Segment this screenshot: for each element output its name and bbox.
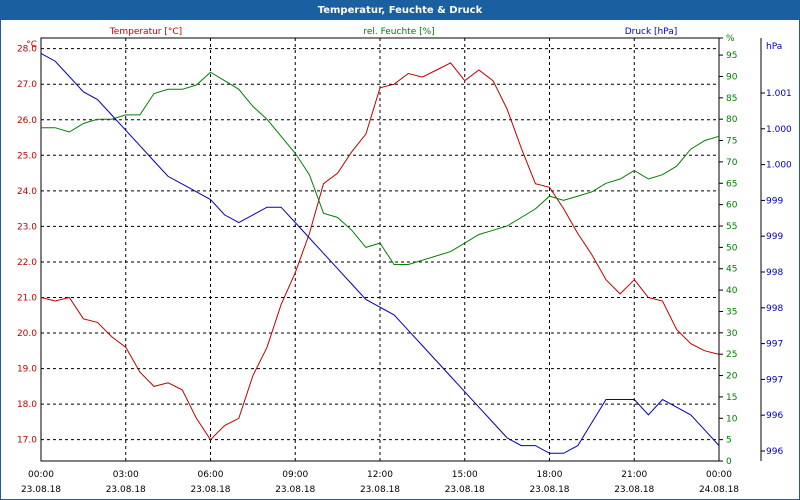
humidity-tick-label: 20	[726, 372, 738, 382]
temperature-tick-label: 26.0	[17, 116, 37, 126]
humidity-tick-label: 65	[726, 179, 737, 189]
x-tick-date: 23.08.18	[190, 485, 230, 495]
x-tick-time: 00:00	[706, 470, 732, 480]
temperature-tick-label: 19.0	[17, 365, 37, 375]
x-tick-time: 18:00	[537, 470, 563, 480]
humidity-tick-label: 80	[726, 115, 738, 125]
temperature-tick-label: 20.0	[17, 329, 37, 339]
pressure-tick-label: 1.000	[766, 161, 792, 171]
humidity-tick-label: 5	[726, 436, 732, 446]
humidity-tick-label: 45	[726, 265, 737, 275]
temperature-tick-label: 17.0	[17, 436, 37, 446]
x-tick-time: 12:00	[367, 470, 393, 480]
x-tick-date: 24.08.18	[699, 485, 739, 495]
humidity-tick-label: 35	[726, 307, 737, 317]
x-tick-time: 06:00	[198, 470, 224, 480]
humidity-tick-label: 60	[726, 201, 738, 211]
x-tick-date: 23.08.18	[445, 485, 485, 495]
pressure-tick-label: 996	[766, 447, 783, 457]
legend-pressure: Druck [hPa]	[625, 27, 678, 37]
legend-humidity: rel. Feuchte [%]	[363, 27, 434, 37]
pressure-tick-label: 998	[766, 268, 783, 278]
temperature-tick-label: 27.0	[17, 80, 37, 90]
temperature-tick-label: 28.0	[17, 45, 37, 55]
humidity-tick-label: 15	[726, 393, 737, 403]
humidity-tick-label: 95	[726, 51, 737, 61]
humidity-tick-label: 40	[726, 286, 738, 296]
humidity-tick-label: 25	[726, 350, 737, 360]
temperature-tick-label: 21.0	[17, 293, 37, 303]
pressure-tick-label: 998	[766, 304, 783, 314]
x-tick-time: 15:00	[452, 470, 478, 480]
temperature-tick-label: 24.0	[17, 187, 37, 197]
temperature-tick-label: 23.0	[17, 222, 37, 232]
humidity-tick-label: 55	[726, 222, 737, 232]
temperature-tick-label: 25.0	[17, 151, 37, 161]
x-tick-time: 21:00	[621, 470, 647, 480]
temperature-unit-label: °C	[26, 40, 37, 50]
humidity-tick-label: %	[726, 34, 735, 44]
pressure-tick-label: 996	[766, 411, 783, 421]
humidity-tick-label: 30	[726, 329, 738, 339]
humidity-tick-label: 85	[726, 94, 737, 104]
humidity-tick-label: 10	[726, 414, 738, 424]
x-tick-date: 23.08.18	[106, 485, 146, 495]
humidity-tick-label: 75	[726, 137, 737, 147]
humidity-tick-label: 50	[726, 243, 738, 253]
x-tick-date: 23.08.18	[360, 485, 400, 495]
series-line-pressure	[40, 52, 720, 454]
pressure-tick-label: 997	[766, 375, 783, 385]
x-tick-date: 23.08.18	[614, 485, 654, 495]
humidity-tick-label: 90	[726, 72, 738, 82]
pressure-tick-label: 999	[766, 196, 783, 206]
x-tick-time: 00:00	[28, 470, 54, 480]
pressure-tick-label: 997	[766, 340, 783, 350]
x-tick-date: 23.08.18	[529, 485, 569, 495]
x-tick-time: 09:00	[282, 470, 308, 480]
x-tick-date: 23.08.18	[21, 485, 61, 495]
pressure-unit-label: hPa	[766, 42, 782, 52]
legend-temperature: Temperatur [°C]	[109, 27, 182, 37]
series-line-humidity	[41, 71, 720, 265]
chart-canvas: 00:00 23.08.18 03:00 23.08.18 06:00 23.08.18 0…	[17, 27, 792, 495]
pressure-tick-label: 999	[766, 232, 783, 242]
series-line-temperature	[40, 62, 720, 441]
temperature-tick-label: 22.0	[17, 258, 37, 268]
humidity-tick-label: 0	[726, 457, 732, 467]
x-tick-date: 23.08.18	[275, 485, 315, 495]
chart-title: Temperatur, Feuchte & Druck	[1, 1, 799, 20]
pressure-tick-label: 1.001	[766, 89, 792, 99]
humidity-tick-label: 70	[726, 158, 738, 168]
pressure-tick-label: 1.000	[766, 125, 792, 135]
temperature-tick-label: 18.0	[17, 400, 37, 410]
x-tick-time: 03:00	[113, 470, 139, 480]
